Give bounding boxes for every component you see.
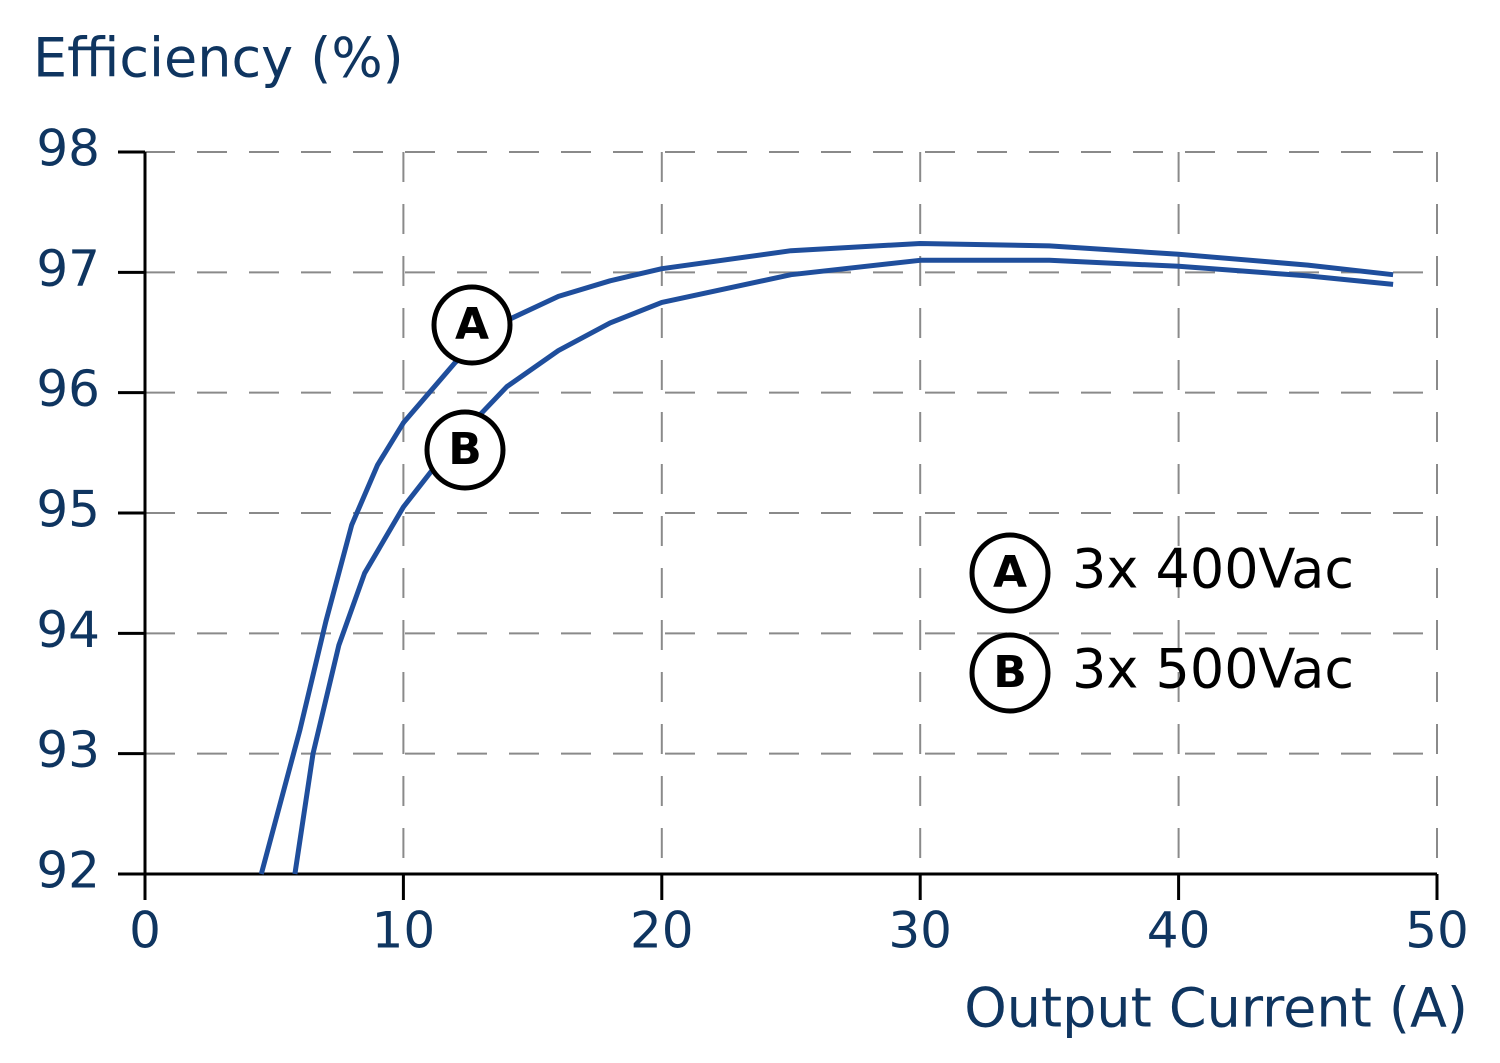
curve-letter: B [448, 424, 482, 475]
x-tick-label: 40 [1147, 902, 1211, 960]
y-axis-label: Efficiency (%) [33, 27, 404, 90]
x-tick-label: 50 [1405, 902, 1469, 960]
y-tick-label: 98 [36, 120, 100, 178]
x-tick-label: 20 [630, 902, 694, 960]
y-tick-label: 97 [36, 240, 100, 298]
curve-letter: A [455, 299, 489, 350]
y-tick-label: 94 [36, 601, 100, 659]
x-axis-label: Output Current (A) [964, 977, 1468, 1040]
y-tick-label: 95 [36, 481, 100, 539]
legend-letter: B [993, 647, 1027, 698]
y-tick-label: 93 [36, 721, 100, 779]
x-tick-label: 10 [372, 902, 436, 960]
x-tick-label: 30 [888, 902, 952, 960]
line-series [258, 241, 1394, 875]
legend-marker [969, 532, 1051, 614]
legend-letter: A [993, 547, 1027, 598]
curve-marker [431, 284, 513, 366]
y-tick-label: 96 [36, 360, 100, 418]
line-series [292, 257, 1394, 875]
y-tick-label: 92 [36, 842, 100, 900]
legend-marker [969, 632, 1051, 714]
legend-label: 3x 500Vac [1072, 638, 1354, 701]
curve-marker [424, 409, 506, 491]
x-tick-label: 0 [129, 902, 161, 960]
legend-label: 3x 400Vac [1072, 538, 1354, 601]
